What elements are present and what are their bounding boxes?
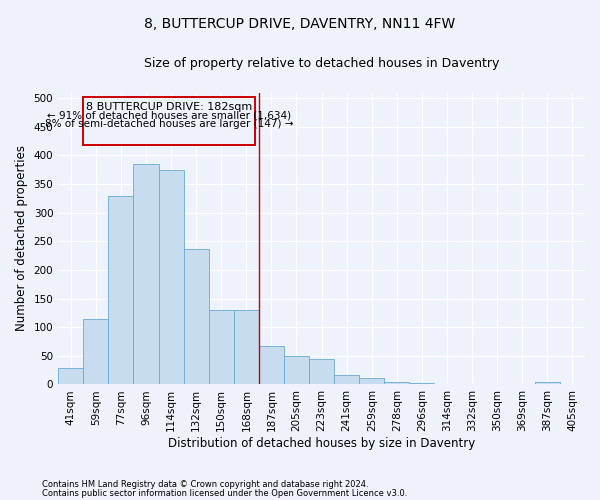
Bar [133,164,158,384]
Bar [334,374,359,384]
Bar [109,196,133,384]
Bar [83,96,255,145]
Text: Contains public sector information licensed under the Open Government Licence v3: Contains public sector information licen… [42,488,407,498]
Bar [234,310,259,384]
Bar [83,318,109,384]
Text: Contains HM Land Registry data © Crown copyright and database right 2024.: Contains HM Land Registry data © Crown c… [42,480,368,489]
Bar [184,249,209,384]
Title: Size of property relative to detached houses in Daventry: Size of property relative to detached ho… [144,58,499,70]
Bar [259,346,284,385]
Bar [309,358,334,384]
Text: 8, BUTTERCUP DRIVE, DAVENTRY, NN11 4FW: 8, BUTTERCUP DRIVE, DAVENTRY, NN11 4FW [145,18,455,32]
Bar [359,378,385,384]
Bar [535,382,560,384]
Bar [385,382,409,384]
Text: 8% of semi-detached houses are larger (147) →: 8% of semi-detached houses are larger (1… [45,120,293,130]
Y-axis label: Number of detached properties: Number of detached properties [15,146,28,332]
X-axis label: Distribution of detached houses by size in Daventry: Distribution of detached houses by size … [168,437,475,450]
Bar [284,356,309,384]
Text: 8 BUTTERCUP DRIVE: 182sqm: 8 BUTTERCUP DRIVE: 182sqm [86,102,253,112]
Text: ← 91% of detached houses are smaller (1,634): ← 91% of detached houses are smaller (1,… [47,111,291,121]
Bar [209,310,234,384]
Bar [58,368,83,384]
Bar [158,170,184,384]
